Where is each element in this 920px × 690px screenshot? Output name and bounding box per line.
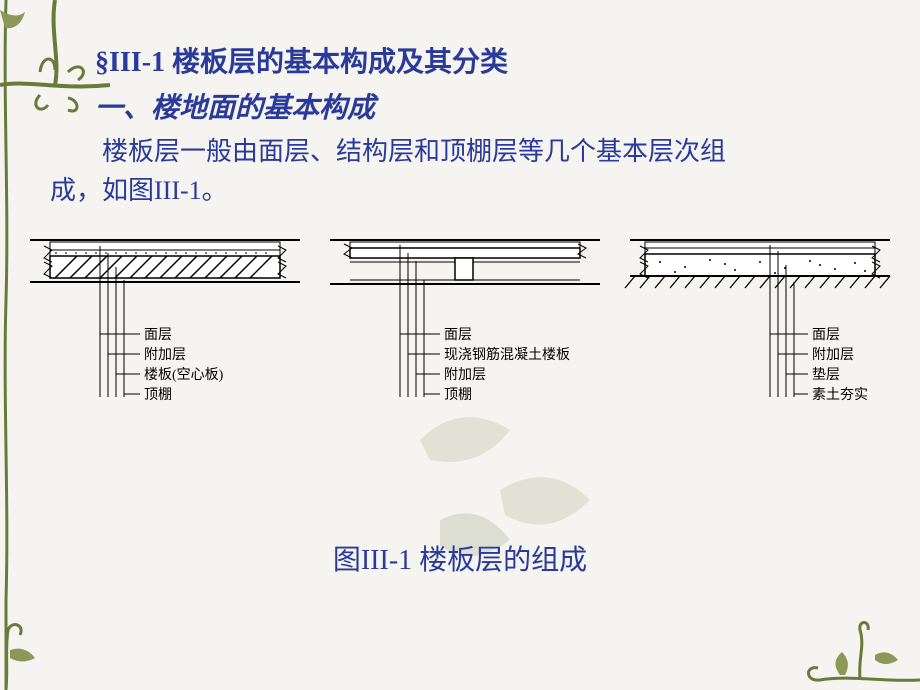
d3-label-4: 素土夯实	[812, 387, 868, 403]
d1-label-3: 楼板(空心板)	[144, 367, 224, 383]
vine-corner-bottom-left	[0, 610, 80, 690]
d2-label-1: 面层	[444, 328, 472, 343]
diagram-2: 面层 现浇钢筋混凝土楼板 附加层 顶棚	[330, 240, 600, 403]
d3-label-3: 垫层	[812, 367, 840, 383]
d1-label-2: 附加层	[144, 347, 186, 363]
figure-caption: 图III-1 楼板层的组成	[0, 538, 920, 578]
vine-corner-bottom-right	[770, 570, 920, 690]
d2-label-3: 附加层	[444, 367, 486, 383]
d2-label-4: 顶棚	[444, 387, 472, 403]
diagram-3: 面层 附加层 垫层 素土夯实	[625, 240, 890, 403]
paragraph-line2: 成，如图III-1。	[50, 171, 870, 210]
d1-label-4: 顶棚	[144, 387, 172, 403]
slide-content: §III-1 楼板层的基本构成及其分类 一、楼地面的基本构成 楼板层一般由面层、…	[0, 0, 920, 210]
d2-label-2: 现浇钢筋混凝土楼板	[444, 346, 570, 363]
subsection-heading: 一、楼地面的基本构成	[95, 86, 870, 126]
d1-label-1: 面层	[144, 328, 172, 343]
section-heading: §III-1 楼板层的基本构成及其分类	[95, 40, 870, 80]
d3-label-1: 面层	[812, 328, 840, 343]
floor-section-diagrams: 面层 附加层 楼板(空心板) 顶棚 面层 现浇钢筋混凝土楼板 附加层 顶棚	[30, 232, 900, 432]
diagram-1: 面层 附加层 楼板(空心板) 顶棚	[30, 240, 300, 403]
paragraph-line1: 楼板层一般由面层、结构层和顶棚层等几个基本层次组	[50, 132, 870, 171]
d3-label-2: 附加层	[812, 347, 854, 363]
